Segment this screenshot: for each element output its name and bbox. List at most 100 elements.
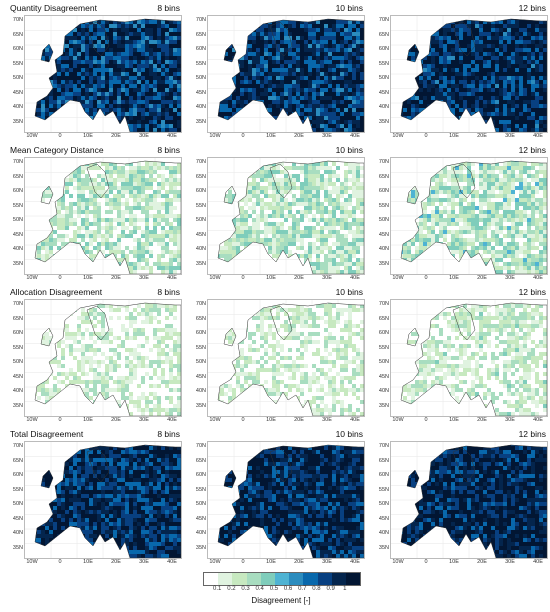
latitude-tick-label: 60N: [195, 330, 206, 336]
longitude-tick-label: 10E: [449, 275, 459, 281]
latitude-tick-label: 55N: [12, 486, 23, 493]
latitude-tick-label: 40N: [378, 530, 389, 536]
map-plot-area: [24, 441, 182, 559]
longitude-tick-label: 10W: [26, 559, 38, 565]
longitude-tick-label: 30E: [505, 559, 515, 565]
longitude-tick-label: 40E: [533, 133, 543, 139]
longitude-tick-label: 20E: [477, 133, 487, 139]
latitude-tick-label: 60N: [12, 188, 23, 194]
latitude-tick-label: 55N: [195, 344, 206, 351]
map-plot-area: [24, 15, 182, 133]
colorbar-tick-label: 0.6: [283, 586, 293, 592]
latitude-tick-label: 45N: [195, 89, 206, 96]
latitude-tick-label: 65N: [12, 31, 23, 38]
colorbar-swatch: [204, 573, 219, 585]
longitude-tick-label: 30E: [322, 133, 332, 139]
latitude-tick-label: 55N: [12, 60, 23, 67]
map-panel: 10 bins 70N 65N 60N 55N 50N 45N 40N 35N 10W 0 10E 20…: [185, 145, 365, 283]
latitude-tick-label: 55N: [12, 202, 23, 209]
colorbar-swatch: [246, 573, 261, 585]
map-panel-grid: Quantity Disagreement 8 bins 70N 65N 60N 55N 5…: [2, 3, 548, 567]
map-plot-area: [390, 299, 548, 417]
map-panel: Allocation Disagreement 8 bins 70N 65N 60N 55…: [2, 287, 182, 425]
longitude-tick-label: 30E: [322, 417, 332, 423]
longitude-tick-label: 0: [241, 417, 245, 423]
disagreement-raster: [401, 445, 547, 558]
longitude-tick-label: 20E: [111, 417, 121, 423]
map-plot-area: [207, 441, 365, 559]
longitude-tick-label: 30E: [505, 133, 515, 139]
longitude-tick-label: 10E: [266, 133, 276, 139]
latitude-tick-label: 40N: [378, 104, 389, 110]
longitude-tick-label: 0: [58, 559, 62, 565]
panel-bins-label: 10 bins: [335, 3, 363, 13]
colorbar-swatch: [274, 573, 290, 585]
longitude-tick-label: 10E: [83, 559, 93, 565]
longitude-tick-label: 40E: [350, 559, 360, 565]
colorbar-swatch: [232, 573, 247, 585]
longitude-tick-label: 10E: [83, 133, 93, 139]
latitude-tick-label: 45N: [12, 515, 23, 522]
latitude-tick-label: 65N: [195, 173, 206, 180]
map-panel: 12 bins 70N 65N 60N 55N 50N 45N 40N 35N 10W 0 10E 20…: [368, 3, 548, 141]
latitude-tick-label: 65N: [378, 173, 389, 180]
longitude-tick-label: 20E: [477, 559, 487, 565]
latitude-tick-label: 60N: [378, 330, 389, 336]
latitude-tick-label: 70N: [12, 17, 23, 23]
latitude-tick-label: 50N: [378, 501, 389, 507]
latitude-tick-label: 70N: [378, 159, 389, 165]
latitude-tick-label: 35N: [12, 544, 23, 551]
colorbar-tick-label: 0.8: [312, 586, 321, 592]
map-panel: 10 bins 70N 65N 60N 55N 50N 45N 40N 35N 10W 0 10E 20…: [185, 3, 365, 141]
latitude-tick-label: 35N: [195, 402, 206, 409]
panel-bins-label: 12 bins: [518, 287, 546, 297]
longitude-tick-label: 30E: [505, 417, 515, 423]
longitude-tick-label: 0: [241, 133, 245, 139]
longitude-tick-label: 10W: [392, 133, 404, 139]
colorbar-tick-label: 0.9: [326, 586, 335, 592]
latitude-tick-label: 55N: [378, 486, 389, 493]
disagreement-raster: [35, 161, 181, 274]
longitude-tick-label: 0: [58, 275, 62, 281]
longitude-tick-label: 10W: [26, 417, 38, 423]
latitude-tick-label: 35N: [378, 544, 389, 551]
longitude-tick-label: 0: [241, 559, 245, 565]
panel-bins-label: 8 bins: [157, 3, 180, 13]
latitude-tick-label: 55N: [378, 202, 389, 209]
longitude-tick-label: 0: [424, 133, 428, 139]
colorbar-swatch: [289, 573, 304, 585]
map-plot-area: [207, 15, 365, 133]
latitude-tick-label: 35N: [195, 260, 206, 267]
latitude-tick-label: 55N: [378, 344, 389, 351]
latitude-tick-label: 65N: [12, 457, 23, 464]
latitude-tick-label: 35N: [378, 118, 389, 125]
latitude-tick-label: 60N: [12, 46, 23, 52]
map-panel: 10 bins 70N 65N 60N 55N 50N 45N 40N 35N 10W 0 10E 20…: [185, 287, 365, 425]
longitude-tick-label: 30E: [139, 133, 149, 139]
latitude-tick-label: 70N: [195, 17, 206, 23]
latitude-tick-label: 55N: [195, 202, 206, 209]
colorbar-tick-label: 1: [343, 586, 347, 592]
latitude-tick-label: 50N: [12, 75, 23, 81]
longitude-tick-label: 20E: [477, 417, 487, 423]
longitude-tick-label: 20E: [111, 133, 121, 139]
latitude-tick-label: 55N: [195, 486, 206, 493]
panel-bins-label: 10 bins: [335, 429, 363, 439]
latitude-tick-label: 50N: [12, 217, 23, 223]
colorbar-tick-label: 0.3: [241, 586, 250, 592]
latitude-tick-label: 65N: [12, 173, 23, 180]
latitude-tick-label: 55N: [378, 60, 389, 67]
latitude-tick-label: 65N: [378, 457, 389, 464]
longitude-tick-label: 30E: [139, 275, 149, 281]
longitude-tick-label: 40E: [350, 133, 360, 139]
colorbar-tick-label: 0.2: [227, 586, 236, 592]
map-panel: Total Disagreement 8 bins 70N 65N 60N 55N 50N 4…: [2, 429, 182, 567]
latitude-tick-label: 45N: [378, 515, 389, 522]
map-panel: Mean Category Distance 8 bins 70N 65N 60N 55N…: [2, 145, 182, 283]
longitude-tick-label: 30E: [139, 417, 149, 423]
colorbar-swatch: [317, 573, 332, 585]
map-panel: 10 bins 70N 65N 60N 55N 50N 45N 40N 35N 10W 0 10E 20…: [185, 429, 365, 567]
panel-bins-label: 8 bins: [157, 287, 180, 297]
longitude-tick-label: 40E: [533, 559, 543, 565]
map-plot-area: [390, 157, 548, 275]
